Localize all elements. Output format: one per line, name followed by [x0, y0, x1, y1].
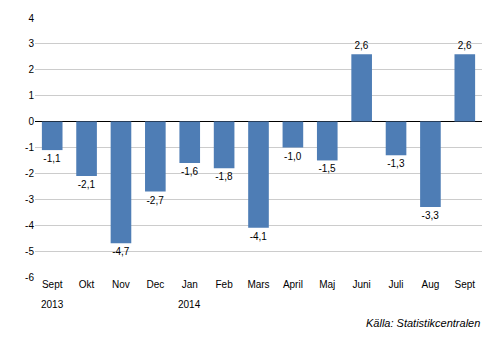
svg-text:2,6: 2,6 [354, 40, 368, 51]
svg-text:Sept: Sept [42, 279, 63, 290]
svg-text:-1: -1 [25, 142, 34, 153]
svg-text:1: 1 [28, 90, 34, 101]
svg-text:-2,7: -2,7 [147, 195, 165, 206]
svg-text:2: 2 [28, 64, 34, 75]
svg-text:-1,5: -1,5 [318, 163, 336, 174]
svg-text:Dec: Dec [146, 279, 164, 290]
svg-text:-1,6: -1,6 [181, 166, 199, 177]
svg-text:-1,1: -1,1 [43, 153, 61, 164]
svg-text:4: 4 [28, 13, 34, 24]
svg-text:Juli: Juli [389, 279, 404, 290]
svg-text:-2: -2 [25, 168, 34, 179]
svg-text:Okt: Okt [79, 279, 95, 290]
svg-text:0: 0 [28, 116, 34, 127]
svg-text:Feb: Feb [216, 279, 234, 290]
svg-text:-3,3: -3,3 [422, 210, 440, 221]
svg-text:-1,3: -1,3 [387, 158, 405, 169]
svg-text:-6: -6 [25, 272, 34, 283]
svg-text:April: April [283, 279, 303, 290]
svg-text:2,6: 2,6 [458, 40, 472, 51]
svg-text:-4,7: -4,7 [112, 246, 130, 257]
svg-text:Maj: Maj [319, 279, 335, 290]
svg-text:Aug: Aug [422, 279, 440, 290]
svg-text:-1,0: -1,0 [284, 151, 302, 162]
svg-text:-2,1: -2,1 [78, 179, 96, 190]
svg-text:3: 3 [28, 38, 34, 49]
svg-text:-1,8: -1,8 [215, 171, 233, 182]
svg-text:Mars: Mars [247, 279, 269, 290]
svg-text:Källa: Statistikcentralen: Källa: Statistikcentralen [366, 317, 480, 329]
svg-text:-3: -3 [25, 194, 34, 205]
svg-text:-4: -4 [25, 220, 34, 231]
svg-text:2014: 2014 [178, 299, 201, 310]
svg-text:-5: -5 [25, 246, 34, 257]
svg-text:2013: 2013 [41, 299, 64, 310]
svg-text:-4,1: -4,1 [250, 231, 268, 242]
svg-text:Juni: Juni [352, 279, 370, 290]
svg-text:Nov: Nov [112, 279, 130, 290]
svg-text:Jan: Jan [182, 279, 198, 290]
svg-text:Sept: Sept [455, 279, 476, 290]
